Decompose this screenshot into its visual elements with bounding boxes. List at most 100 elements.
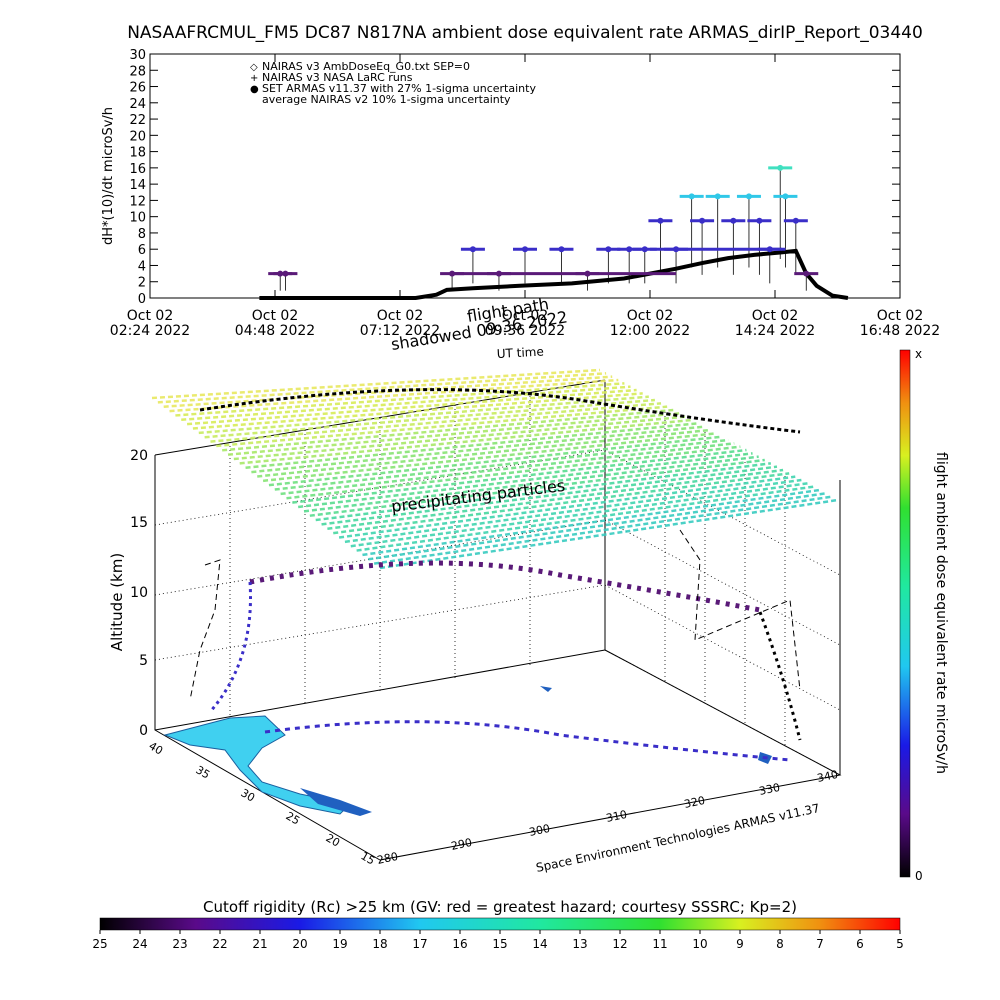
colorbar-bottom-label: 0	[915, 869, 923, 883]
armas-point	[641, 246, 648, 253]
chart-title: NASAAFRCMUL_FM5 DC87 N817NA ambient dose…	[127, 23, 923, 43]
dose-layer-band	[274, 438, 729, 491]
y-tick-label: 18	[129, 146, 146, 161]
y-tick-label: 2	[138, 276, 146, 291]
dose-layer-band	[309, 458, 765, 517]
rigidity-tick-label: 23	[172, 937, 187, 951]
dose-layer-band	[227, 412, 680, 456]
dose-layer-band	[181, 385, 631, 422]
rigidity-tick-label: 11	[652, 937, 667, 951]
y-tick-label: 22	[129, 113, 146, 128]
precipitating-particles-layer	[151, 368, 839, 570]
cutoff-rigidity-label: Cutoff rigidity (Rc) >25 km (GV: red = g…	[203, 898, 797, 916]
dose-layer-band	[373, 495, 833, 565]
dose-layer-band	[169, 378, 619, 413]
dose-layer-band	[210, 402, 662, 443]
colorbar-top-label: x	[915, 347, 922, 361]
cutoff-rigidity-ticks: 25 24 23 22 21 20 19 18 17 16 15 14 13 12 11 10 9 8 7 6 5	[92, 930, 904, 951]
altitude-ticks: 0 5 10 15 20	[130, 448, 148, 739]
z-tick: 0	[139, 723, 148, 739]
legend-symbol: +	[250, 73, 258, 84]
rigidity-tick-label: 15	[492, 937, 507, 951]
rigidity-tick-label: 17	[412, 937, 427, 951]
dose-layer-band	[216, 405, 668, 448]
x-tick-label: 02:24 2022	[110, 323, 190, 339]
dose-layer-band	[350, 482, 808, 548]
lat-tick: 15	[359, 849, 378, 867]
armas-point	[605, 246, 612, 253]
lat-tick: 25	[284, 809, 303, 827]
y-axis-label: dH*(10)/dt microSv/h	[101, 107, 116, 245]
armas-point	[756, 217, 763, 224]
legend-entry: NAIRAS v3 AmbDoseEq_G0.txt SEP=0	[262, 60, 470, 73]
y-tick-label: 8	[138, 227, 146, 242]
x-tick-label: 14:24 2022	[735, 323, 815, 339]
dose-layer-band	[192, 392, 643, 430]
dose-layer-band	[333, 472, 790, 535]
armas-point	[803, 270, 810, 277]
dose-layer-band	[151, 368, 601, 400]
armas-point	[714, 193, 721, 200]
armas-point	[688, 193, 695, 200]
dose-layer-band	[356, 485, 814, 552]
dose-layer-band	[344, 478, 802, 544]
z-tick: 15	[130, 515, 148, 531]
x-tick-label: Oct 02	[752, 308, 798, 324]
armas-point	[792, 217, 799, 224]
rigidity-tick-label: 21	[252, 937, 267, 951]
y-tick-label: 0	[138, 292, 146, 307]
rigidity-tick-label: 16	[452, 937, 467, 951]
rigidity-tick-label: 6	[856, 937, 864, 951]
flight-track-ascent	[208, 581, 252, 713]
rigidity-tick-label: 22	[212, 937, 227, 951]
armas-point	[282, 270, 289, 277]
y-tick-label: 24	[129, 97, 146, 112]
3d-grid	[154, 392, 841, 776]
flight-track-mid	[249, 560, 761, 613]
rigidity-tick-label: 12	[612, 937, 627, 951]
z-tick: 20	[130, 448, 148, 464]
dose-layer-band	[368, 492, 826, 561]
lon-tick: 310	[605, 808, 628, 825]
dose-layer-band	[257, 428, 710, 478]
rigidity-tick-label: 10	[692, 937, 707, 951]
armas-point	[626, 246, 633, 253]
y-tick-label: 16	[129, 162, 146, 177]
dose-layer-band	[321, 465, 778, 526]
armas-point	[657, 217, 664, 224]
dose-layer-band	[186, 388, 637, 426]
y-tick-label: 4	[138, 259, 146, 274]
x-tick-label: Oct 02	[877, 308, 923, 324]
y-tick-label: 28	[129, 64, 146, 79]
lon-tick: 290	[450, 836, 473, 853]
rigidity-tick-label: 8	[776, 937, 784, 951]
colorbar-horizontal	[99, 917, 901, 931]
dose-layer-band	[327, 468, 784, 531]
series-marks	[259, 164, 849, 300]
flight-track-ground-shadow	[264, 720, 791, 762]
armas-point	[699, 217, 706, 224]
x-tick-label: 16:48 2022	[860, 323, 940, 339]
dose-layer-band	[262, 432, 717, 483]
dose-layer-band	[239, 418, 692, 465]
lon-tick: 330	[758, 781, 781, 798]
flight-track-high	[199, 388, 801, 434]
armas-point	[782, 193, 789, 200]
rigidity-tick-label: 13	[572, 937, 587, 951]
x-tick-label: Oct 02	[252, 308, 298, 324]
armas-point	[730, 217, 737, 224]
y-tick-label: 30	[129, 48, 146, 63]
dose-layer-band	[362, 488, 820, 557]
lat-tick: 30	[239, 786, 258, 804]
armas-point	[745, 193, 752, 200]
legend-symbol: ●	[250, 84, 259, 95]
dose-layer-band	[204, 398, 656, 439]
lat-tick: 40	[147, 739, 166, 757]
ut-time-label: UT time	[496, 345, 544, 361]
legend-entry: SET ARMAS v11.37 with 27% 1-sigma uncert…	[262, 82, 536, 95]
dose-layer-band	[292, 448, 747, 504]
